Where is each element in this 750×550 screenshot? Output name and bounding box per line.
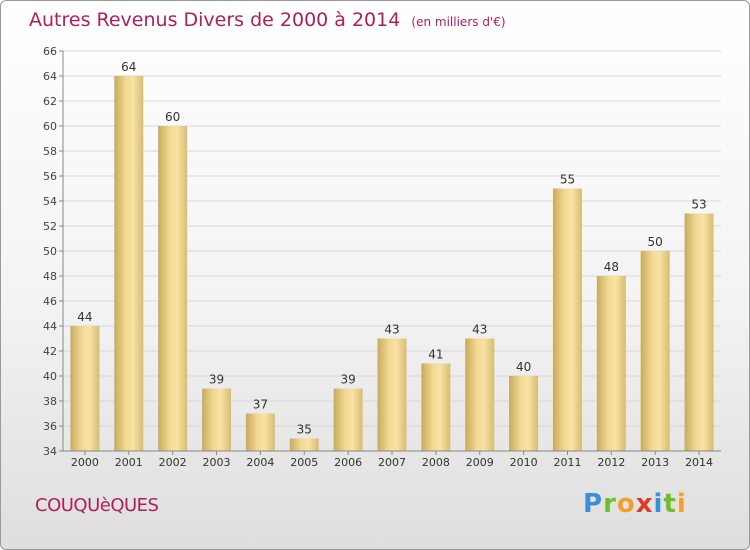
y-tick-label: 46 (43, 295, 57, 308)
bar (333, 388, 363, 451)
x-tick-label: 2004 (246, 456, 274, 469)
x-tick-label: 2003 (203, 456, 231, 469)
logo-letter: x (635, 489, 654, 519)
y-tick-label: 40 (43, 370, 57, 383)
bar (509, 376, 539, 451)
bar (465, 338, 495, 451)
logo-letter: i (653, 489, 664, 519)
bar-value-label: 43 (384, 323, 399, 337)
y-tick-label: 62 (43, 95, 57, 108)
y-tick-label: 36 (43, 420, 57, 433)
logo-letter: o (616, 489, 636, 519)
x-tick-label: 2005 (290, 456, 318, 469)
axis-layer: 34 36 38 40 42 44 46 48 50 52 54 56 58 60 62 64 66 2000 20… (43, 45, 721, 469)
bar-value-label: 35 (297, 423, 312, 437)
proxiti-logo: Proxiti (583, 489, 687, 519)
y-tick-label: 52 (43, 220, 57, 233)
bar (552, 188, 582, 451)
bars-layer (70, 76, 714, 451)
x-tick-label: 2002 (159, 456, 187, 469)
x-tick-label: 2011 (553, 456, 581, 469)
bar-value-label: 41 (428, 348, 443, 362)
bar (114, 76, 144, 451)
logo-letter: i (676, 489, 687, 519)
chart-title-main: Autres Revenus Divers de 2000 à 2014 (29, 9, 401, 31)
bar-value-label: 64 (121, 60, 136, 74)
bar (70, 326, 100, 451)
x-tick-label: 2008 (422, 456, 450, 469)
bar-value-label: 44 (77, 310, 92, 324)
y-tick-label: 38 (43, 395, 57, 408)
y-tick-label: 60 (43, 120, 57, 133)
bar (289, 438, 319, 451)
x-tick-label: 2006 (334, 456, 362, 469)
y-tick-label: 66 (43, 45, 57, 58)
logo-letter: r (603, 489, 617, 519)
bar-value-label: 48 (604, 260, 619, 274)
bar-value-label: 55 (560, 173, 575, 187)
bar (158, 126, 188, 451)
bar-value-label: 37 (253, 398, 268, 412)
labels-layer: 44 64 60 39 37 35 39 43 41 43 40 55 48 50 53 (77, 60, 706, 437)
y-tick-label: 42 (43, 345, 57, 358)
y-tick-label: 64 (43, 70, 57, 83)
bar-value-label: 40 (516, 360, 531, 374)
bar-value-label: 53 (691, 198, 706, 212)
y-tick-label: 54 (43, 195, 57, 208)
bar (421, 363, 451, 451)
bar-value-label: 60 (165, 110, 180, 124)
y-tick-label: 50 (43, 245, 57, 258)
bar-value-label: 43 (472, 323, 487, 337)
y-tick-label: 58 (43, 145, 57, 158)
x-tick-label: 2014 (685, 456, 713, 469)
bar (684, 213, 714, 451)
bar-value-label: 39 (209, 373, 224, 387)
bar-value-label: 50 (648, 235, 663, 249)
x-tick-label: 2000 (71, 456, 99, 469)
bar-value-label: 39 (340, 373, 355, 387)
x-tick-label: 2007 (378, 456, 406, 469)
x-tick-label: 2013 (641, 456, 669, 469)
y-tick-label: 56 (43, 170, 57, 183)
logo-letter: P (583, 489, 604, 519)
chart-title: Autres Revenus Divers de 2000 à 2014 (en… (29, 9, 506, 31)
y-tick-label: 34 (43, 445, 57, 458)
x-tick-label: 2012 (597, 456, 625, 469)
y-tick-label: 44 (43, 320, 57, 333)
x-tick-label: 2001 (115, 456, 143, 469)
bar (640, 251, 670, 451)
bar (245, 413, 275, 451)
chart-title-unit: (en milliers d'€) (411, 15, 506, 29)
commune-name: COUQUèQUES (35, 495, 159, 516)
x-tick-label: 2009 (466, 456, 494, 469)
bar (596, 276, 626, 451)
bar (377, 338, 407, 451)
bar (202, 388, 232, 451)
x-tick-label: 2010 (510, 456, 538, 469)
y-tick-label: 48 (43, 270, 57, 283)
logo-letter: t (663, 489, 677, 519)
